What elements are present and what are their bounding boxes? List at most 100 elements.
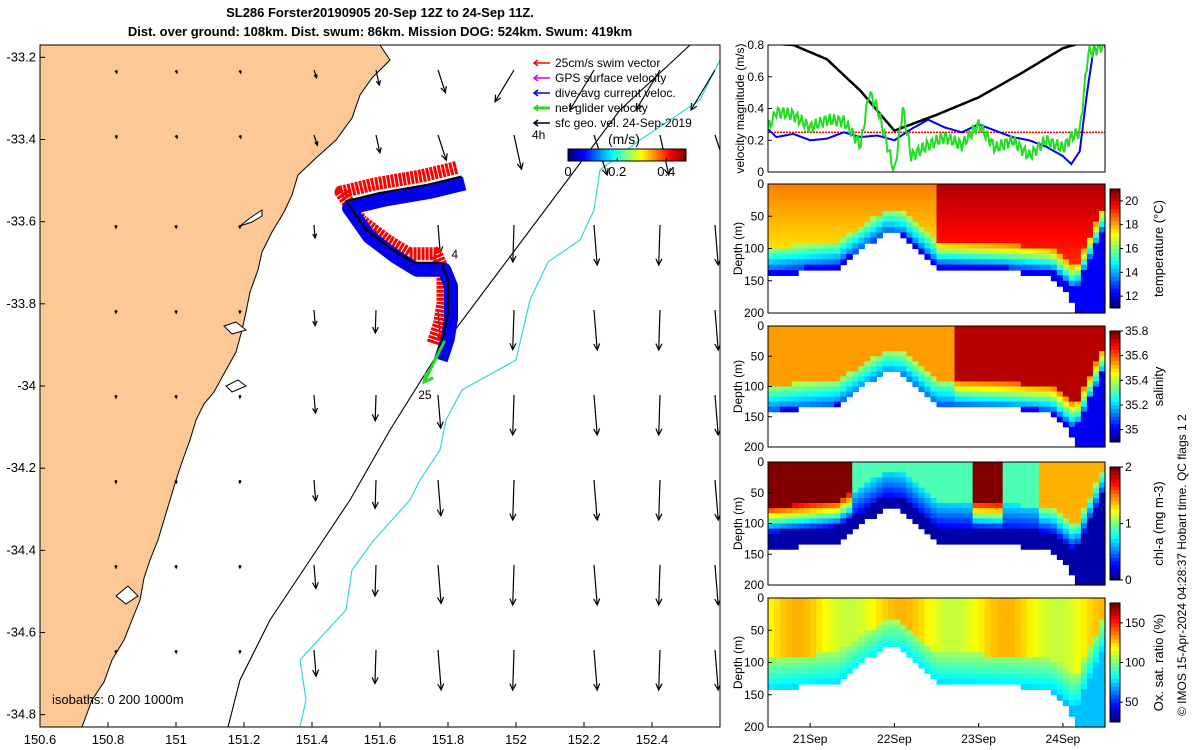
section-cell [816, 641, 823, 647]
section-cell [804, 646, 811, 653]
section-cell [1002, 253, 1010, 260]
section-cell [930, 331, 938, 337]
section-colorbar-segment [1110, 304, 1120, 309]
section-cell [798, 508, 805, 514]
section-cell [1056, 243, 1064, 250]
section-cell [930, 371, 938, 378]
section-cell [990, 200, 998, 207]
section-cell [966, 667, 974, 674]
section-cell [924, 630, 932, 637]
section-cell [984, 232, 992, 239]
section-cell [942, 508, 950, 514]
section-cell [1056, 381, 1064, 388]
section-cell [846, 253, 853, 260]
section-cell [1074, 684, 1082, 690]
section-cell [834, 381, 841, 388]
section-cell [774, 401, 781, 408]
section-cell [1086, 482, 1094, 489]
section-cell [972, 210, 980, 217]
section-cell [822, 635, 829, 642]
section-cell [948, 346, 956, 352]
map-x-tick-label: 152.4 [636, 732, 669, 747]
section-cell [768, 651, 775, 658]
section-cell [1074, 608, 1082, 615]
section-cell [1074, 431, 1082, 438]
section-cell [924, 194, 932, 201]
section-cell [822, 472, 829, 478]
section-cell [954, 248, 962, 255]
section-cell [1002, 346, 1010, 352]
section-cell [882, 492, 889, 499]
section-cell [918, 361, 926, 367]
section-cell [804, 361, 811, 367]
section-cell [864, 221, 871, 228]
section-cell [840, 376, 847, 383]
section-cell [1098, 210, 1106, 217]
section-cell [876, 232, 883, 239]
section-cell [1062, 513, 1070, 519]
section-cell [888, 482, 895, 489]
section-cell [972, 477, 980, 484]
section-cell [1038, 673, 1046, 680]
section-cell [978, 205, 986, 212]
section-cell [774, 248, 781, 255]
section-cell [900, 619, 908, 626]
section-cell [1080, 482, 1088, 489]
section-cell [840, 351, 847, 357]
section-cell [1068, 237, 1076, 244]
section-colorbar-segment [1110, 603, 1120, 608]
section-cell [1032, 503, 1040, 509]
section-cell [780, 270, 787, 276]
section-cell [1008, 513, 1016, 519]
section-cell [966, 401, 974, 408]
section-cell [918, 662, 926, 669]
section-cell [1086, 667, 1094, 674]
section-colorbar-segment [1110, 419, 1120, 424]
section-cell [1020, 497, 1028, 504]
section-cell [1086, 569, 1094, 576]
section-cell [1044, 406, 1052, 413]
section-cell [792, 232, 799, 239]
section-cell [768, 678, 775, 685]
section-colorbar-tick-label: 1 [1125, 517, 1132, 531]
map-y-tick-label: -33.6 [6, 214, 36, 229]
section-cell [1056, 492, 1064, 499]
section-cell [1050, 371, 1058, 378]
section-cell [996, 641, 1004, 647]
section-cell [804, 497, 811, 504]
section-cell [990, 630, 998, 637]
section-cell [1032, 492, 1040, 499]
section-cell [792, 657, 799, 664]
section-cell [774, 253, 781, 260]
section-cell [852, 646, 859, 653]
section-cell [768, 635, 775, 642]
section-cell [1050, 341, 1058, 347]
section-cell [822, 401, 829, 408]
map-x-tick-label: 151.4 [296, 732, 329, 747]
section-cell [1008, 673, 1016, 680]
geo-velocity-arrowhead [436, 508, 444, 518]
section-cell [1032, 386, 1040, 393]
section-colorbar-segment [1110, 430, 1120, 436]
section-cell [1092, 518, 1100, 525]
section-cell [1068, 336, 1076, 342]
section-cell [780, 331, 787, 337]
section-cell [846, 657, 853, 664]
section-cell [1008, 376, 1016, 383]
section-cell [828, 386, 835, 393]
section-cell [1002, 635, 1010, 642]
geo-velocity-arrowhead [238, 70, 242, 75]
section-cell [1050, 386, 1058, 393]
section-cell [930, 492, 938, 499]
section-cell [774, 381, 781, 388]
legend-swatch-head [532, 74, 539, 82]
section-colorbar-segment [1110, 527, 1120, 532]
section-colorbar-segment [1110, 478, 1120, 483]
colorbar-segment [641, 149, 646, 161]
section-cell [966, 492, 974, 499]
section-cell [1050, 237, 1058, 244]
section-cell [834, 598, 841, 604]
geo-velocity-arrow [437, 69, 447, 93]
section-cell [1080, 205, 1088, 212]
section-cell [954, 523, 962, 530]
